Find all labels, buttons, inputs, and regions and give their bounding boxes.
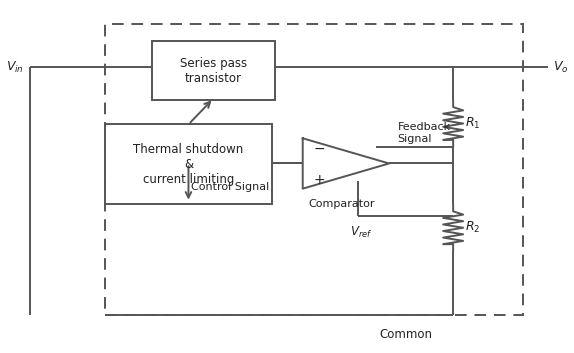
Text: Common: Common (379, 328, 432, 341)
Text: Thermal shutdown
&
current limiting: Thermal shutdown & current limiting (133, 143, 243, 186)
Bar (152, 41, 275, 100)
Bar (105, 24, 523, 316)
Text: $\mathit{V}_{o}$: $\mathit{V}_{o}$ (553, 60, 569, 74)
Text: $R_1$: $R_1$ (466, 116, 481, 131)
Text: Series pass
transistor: Series pass transistor (180, 56, 247, 84)
Text: +: + (313, 173, 325, 187)
Text: Control Signal: Control Signal (191, 182, 269, 192)
Text: $V_{ref}$: $V_{ref}$ (350, 225, 373, 240)
Text: $\mathit{V}_{in}$: $\mathit{V}_{in}$ (6, 60, 24, 74)
Bar (105, 124, 272, 204)
Text: Comparator: Comparator (308, 199, 375, 209)
Text: Feedback
Signal: Feedback Signal (397, 122, 451, 144)
Text: −: − (313, 142, 325, 156)
Text: $R_2$: $R_2$ (466, 220, 480, 235)
